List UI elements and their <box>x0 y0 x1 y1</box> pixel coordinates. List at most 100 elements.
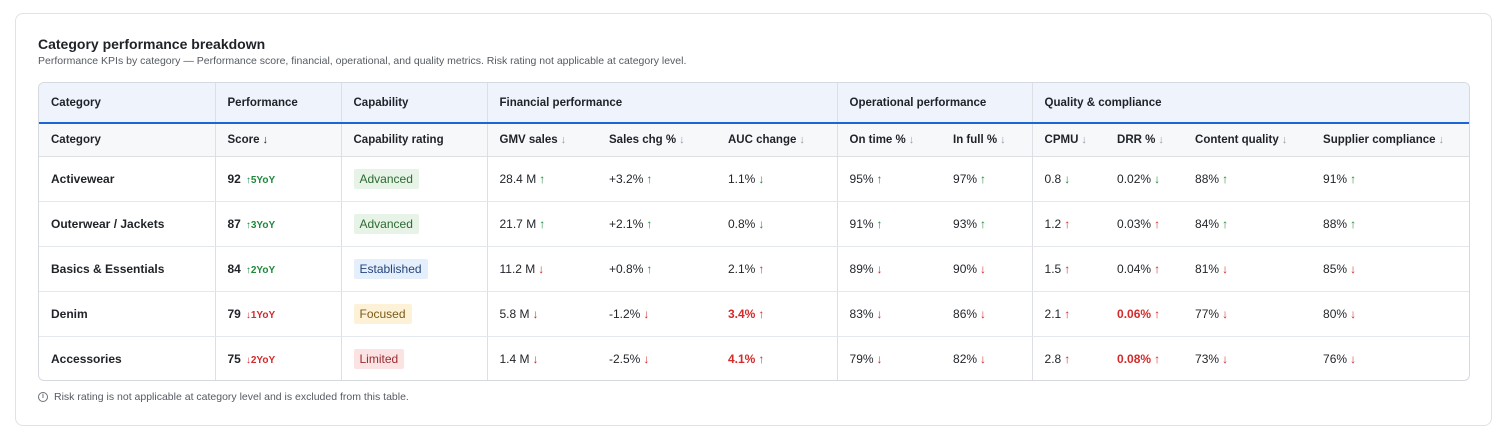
trend-arrow-icon: ↑ <box>1154 351 1161 366</box>
cell-score: 92 ↑5YoY <box>215 156 342 202</box>
col-cpmu[interactable]: CPMU ↓ <box>1032 123 1106 157</box>
sort-arrow-icon[interactable]: ↓ <box>1081 133 1087 146</box>
trend-arrow-icon: ↓ <box>1222 306 1229 321</box>
cell-content: 88% ↑ <box>1183 156 1312 202</box>
group-quality: Quality & compliance <box>1032 83 1469 124</box>
cell-sales: +2.1% ↑ <box>597 201 716 247</box>
cell-infull: 97% ↑ <box>941 156 1033 202</box>
category-performance-card: Category performance breakdown Performan… <box>15 13 1492 426</box>
col-on-time[interactable]: On time % ↓ <box>837 123 942 157</box>
col-in-full[interactable]: In full % ↓ <box>941 123 1033 157</box>
cell-cpmu: 0.8 ↓ <box>1032 156 1106 202</box>
trend-arrow-icon: ↓ <box>1350 351 1357 366</box>
sort-arrow-icon[interactable]: ↓ <box>560 133 567 146</box>
trend-arrow-icon: ↓ <box>532 306 539 321</box>
trend-arrow-icon: ↓ <box>1064 171 1071 186</box>
trend-arrow-icon: ↓ <box>758 171 765 186</box>
yoy-badge: ↑3YoY <box>245 219 276 231</box>
cell-category: Accessories <box>39 336 216 380</box>
sort-arrow-icon[interactable]: ↓ <box>799 133 805 146</box>
cell-cpmu: 1.5 ↑ <box>1032 246 1106 292</box>
table-row[interactable]: Outerwear / Jackets 87 ↑3YoY Advanced 21.7 M… <box>39 201 1469 247</box>
cell-ontime: 89% ↓ <box>837 246 942 292</box>
cell-gmv: 21.7 M ↑ <box>487 201 597 247</box>
cell-score: 87 ↑3YoY <box>215 201 342 247</box>
trend-arrow-icon: ↑ <box>1064 216 1071 231</box>
cell-gmv: 11.2 M ↓ <box>487 246 597 292</box>
sort-arrow-icon[interactable]: ↓ <box>1000 133 1006 146</box>
cell-content: 81% ↓ <box>1183 246 1312 292</box>
trend-arrow-icon: ↑ <box>1350 171 1357 186</box>
cell-infull: 93% ↑ <box>941 201 1033 247</box>
cell-category: Denim <box>39 291 216 337</box>
table-row[interactable]: Denim 79 ↓1YoY Focused 5.8 M ↓ -1.2% ↓ 3.4% ↑ 83% ↓… <box>39 291 1469 337</box>
cell-gmv: 1.4 M ↓ <box>499 351 539 366</box>
trend-arrow-icon: ↓ <box>758 216 765 231</box>
cell-capability: Advanced <box>341 156 488 202</box>
column-header-row: Category Score ↓ Capability rating GMV sa… <box>39 123 1469 157</box>
info-icon: i <box>38 392 48 402</box>
cell-capability: Established <box>341 246 488 292</box>
col-sales-chg[interactable]: Sales chg % ↓ <box>597 123 716 157</box>
cell-gmv: 5.8 M ↓ <box>487 291 597 337</box>
cell-auc: 4.1% ↑ <box>716 336 838 380</box>
sort-arrow-icon[interactable]: ↓ <box>262 133 268 146</box>
cell-auc: 1.1% ↓ <box>716 156 838 202</box>
cell-ontime: 95% ↑ <box>837 156 942 202</box>
table-row[interactable]: Accessories 75 ↓2YoY Limited 1.4 M ↓ -2.5% ↓ 4.1… <box>39 336 1469 380</box>
trend-arrow-icon: ↑ <box>539 171 546 186</box>
cell-ontime: 79% ↓ <box>849 351 883 366</box>
cell-ontime: 83% ↓ <box>837 291 942 337</box>
trend-arrow-icon: ↓ <box>980 306 987 321</box>
trend-arrow-icon: ↓ <box>538 261 545 276</box>
trend-arrow-icon: ↓ <box>1222 351 1229 366</box>
col-gmv-sales[interactable]: GMV sales ↓ <box>487 123 597 157</box>
cell-score: 84 ↑2YoY <box>215 246 342 292</box>
trend-arrow-icon: ↑ <box>876 171 883 186</box>
group-performance: Performance <box>215 83 342 124</box>
cell-supplier: 80% ↓ <box>1311 291 1469 337</box>
trend-arrow-icon: ↑ <box>646 216 653 231</box>
trend-arrow-icon: ↑ <box>1154 261 1161 276</box>
col-category: Category <box>39 123 216 157</box>
cell-drr: 0.04% ↑ <box>1105 246 1184 292</box>
trend-arrow-icon: ↑ <box>539 216 546 231</box>
sort-arrow-icon[interactable]: ↓ <box>1438 133 1445 146</box>
trend-arrow-icon: ↑ <box>1350 216 1357 231</box>
sort-arrow-icon[interactable]: ↓ <box>1158 133 1164 146</box>
col-drr[interactable]: DRR % ↓ <box>1105 123 1184 157</box>
trend-arrow-icon: ↑ <box>1064 306 1071 321</box>
cell-infull: 82% ↓ <box>941 336 1033 380</box>
table-row[interactable]: Activewear 92 ↑5YoY Advanced 28.4 M ↑ +3.2% ↑ 1.… <box>39 156 1469 202</box>
trend-arrow-icon: ↓ <box>876 351 883 366</box>
cell-drr: 0.03% ↑ <box>1105 201 1184 247</box>
trend-arrow-icon: ↓ <box>1154 171 1161 186</box>
col-content-quality[interactable]: Content quality ↓ <box>1183 123 1312 157</box>
cell-supplier: 88% ↑ <box>1311 201 1469 247</box>
footnote-text: Risk rating is not applicable at categor… <box>54 391 409 403</box>
trend-arrow-icon: ↓ <box>876 261 883 276</box>
cell-sales: +3.2% ↑ <box>597 156 716 202</box>
trend-arrow-icon: ↓ <box>980 351 987 366</box>
trend-arrow-icon: ↑ <box>1064 351 1071 366</box>
table-row[interactable]: Basics & Essentials 84 ↑2YoY Established 11.… <box>39 246 1469 292</box>
sort-arrow-icon[interactable]: ↓ <box>908 133 915 146</box>
trend-arrow-icon: ↓ <box>532 351 539 366</box>
col-auc-change[interactable]: AUC change ↓ <box>716 123 838 157</box>
trend-arrow-icon: ↑ <box>758 306 765 321</box>
col-score[interactable]: Score ↓ <box>215 123 342 157</box>
sort-arrow-icon[interactable]: ↓ <box>679 133 685 146</box>
sort-arrow-icon[interactable]: ↓ <box>1281 133 1288 146</box>
yoy-badge: ↑2YoY <box>245 264 276 276</box>
col-supplier-compliance[interactable]: Supplier compliance ↓ <box>1311 123 1469 157</box>
cell-content: 84% ↑ <box>1183 201 1312 247</box>
cell-capability: Focused <box>341 291 488 337</box>
cell-supplier: 91% ↑ <box>1311 156 1469 202</box>
cell-sales: -2.5% ↓ <box>609 351 650 366</box>
yoy-badge: ↓2YoY <box>245 354 276 366</box>
cell-auc: 0.8% ↓ <box>716 201 838 247</box>
cell-supplier: 85% ↓ <box>1311 246 1469 292</box>
trend-arrow-icon: ↓ <box>1350 261 1357 276</box>
trend-arrow-icon: ↓ <box>643 351 650 366</box>
trend-arrow-icon: ↑ <box>980 171 987 186</box>
